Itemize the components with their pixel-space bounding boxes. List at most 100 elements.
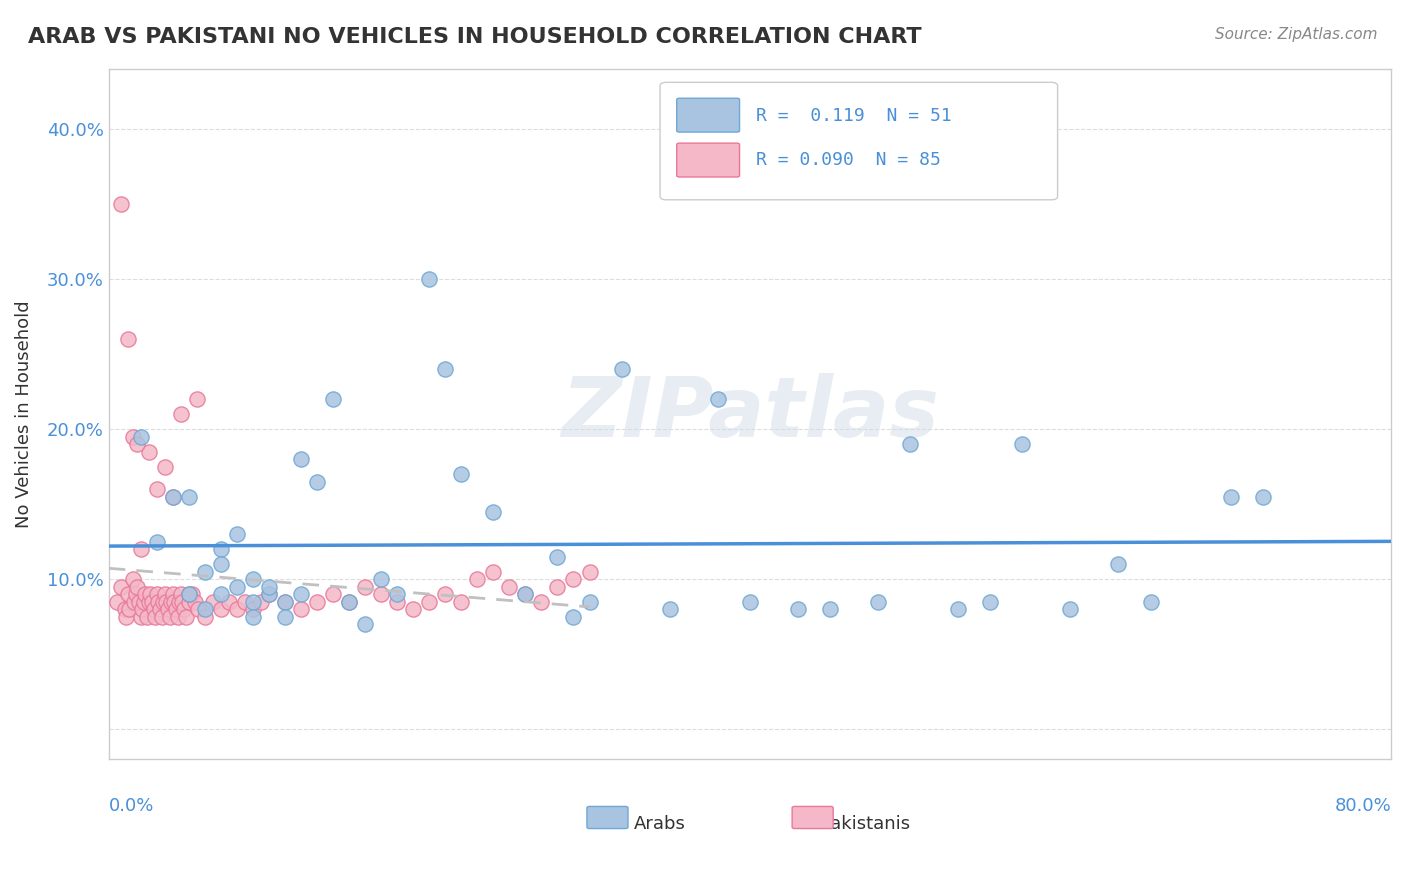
Point (132, 595, 155, 609)
Point (385, 595, 408, 609)
Point (174, 609, 197, 624)
Point (498, 580, 520, 594)
Point (177, 595, 200, 609)
Point (127, 580, 149, 594)
Point (184, 595, 207, 609)
Point (110, 580, 132, 594)
Point (136, 609, 159, 624)
Point (1108, 557, 1130, 571)
Point (434, 362, 457, 376)
Point (145, 482, 167, 496)
Text: Arabs: Arabs (634, 814, 686, 833)
Point (305, 475, 328, 489)
Point (128, 595, 150, 609)
Point (257, 587, 280, 601)
Point (194, 609, 217, 624)
Text: R =  0.119  N = 51: R = 0.119 N = 51 (756, 106, 952, 125)
Point (738, 595, 761, 609)
Point (337, 595, 360, 609)
Point (145, 587, 167, 601)
Point (578, 565, 600, 579)
Point (1251, 490, 1274, 504)
Point (156, 602, 179, 616)
FancyBboxPatch shape (676, 98, 740, 132)
Point (162, 490, 184, 504)
Point (530, 595, 553, 609)
Point (114, 602, 136, 616)
Point (149, 602, 172, 616)
Point (290, 452, 312, 467)
Point (110, 196, 132, 211)
Point (142, 602, 165, 616)
Point (290, 587, 312, 601)
Point (121, 429, 143, 443)
Point (515, 587, 537, 601)
Point (138, 595, 160, 609)
Point (242, 602, 264, 616)
FancyBboxPatch shape (676, 143, 740, 177)
Point (172, 595, 194, 609)
Point (181, 587, 204, 601)
Point (177, 587, 200, 601)
Point (160, 595, 183, 609)
Point (418, 595, 440, 609)
Point (402, 602, 425, 616)
Point (131, 602, 153, 616)
Point (434, 587, 457, 601)
Point (118, 602, 141, 616)
Point (201, 595, 224, 609)
Point (290, 602, 312, 616)
Point (105, 595, 128, 609)
Point (1011, 437, 1033, 451)
Point (225, 580, 247, 594)
Point (898, 437, 921, 451)
Point (177, 490, 200, 504)
Point (465, 572, 488, 586)
Point (818, 602, 841, 616)
Point (979, 595, 1001, 609)
Point (450, 595, 472, 609)
Point (117, 587, 139, 601)
Point (194, 565, 217, 579)
Text: 0.0%: 0.0% (108, 797, 155, 815)
Point (948, 602, 970, 616)
Point (167, 595, 190, 609)
Point (706, 392, 728, 406)
Point (187, 602, 209, 616)
Text: ARAB VS PAKISTANI NO VEHICLES IN HOUSEHOLD CORRELATION CHART: ARAB VS PAKISTANI NO VEHICLES IN HOUSEHO… (28, 27, 922, 46)
Point (165, 602, 187, 616)
Point (257, 580, 280, 594)
Point (385, 587, 408, 601)
Point (170, 407, 193, 421)
Text: ZIPatlas: ZIPatlas (561, 374, 939, 455)
Point (450, 467, 472, 481)
Point (225, 527, 247, 541)
Text: 80.0%: 80.0% (1334, 797, 1391, 815)
Point (257, 587, 280, 601)
Point (233, 595, 256, 609)
Point (337, 595, 360, 609)
Point (515, 587, 537, 601)
Point (194, 602, 217, 616)
Point (125, 587, 148, 601)
Point (242, 572, 264, 586)
Point (129, 542, 152, 557)
Point (562, 572, 585, 586)
Point (218, 595, 240, 609)
Point (370, 572, 392, 586)
Point (121, 572, 143, 586)
Point (209, 542, 232, 557)
Point (209, 602, 232, 616)
Point (610, 362, 633, 376)
Point (162, 490, 184, 504)
Point (122, 595, 145, 609)
Point (209, 557, 232, 571)
Point (153, 587, 176, 601)
Point (305, 595, 328, 609)
Point (209, 587, 232, 601)
Point (163, 595, 186, 609)
Point (148, 595, 170, 609)
Point (242, 595, 264, 609)
Point (129, 429, 152, 443)
Point (370, 587, 392, 601)
